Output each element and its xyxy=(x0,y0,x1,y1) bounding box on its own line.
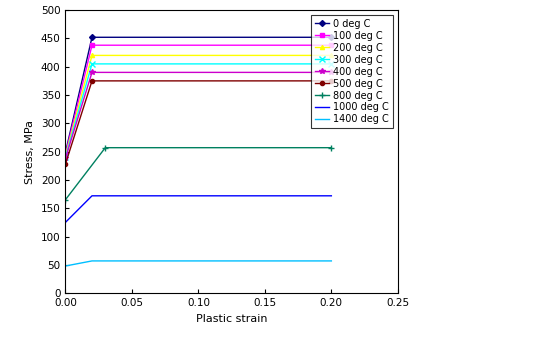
Line: 1400 deg C: 1400 deg C xyxy=(65,261,331,266)
300 deg C xyxy=(89,62,95,66)
500 deg C xyxy=(62,162,69,166)
800 deg C xyxy=(102,146,108,150)
Y-axis label: Stress, MPa: Stress, MPa xyxy=(25,120,35,184)
300 deg C xyxy=(62,155,69,159)
Line: 500 deg C: 500 deg C xyxy=(63,79,334,166)
400 deg C xyxy=(62,156,69,160)
0 deg C xyxy=(89,35,95,39)
100 deg C xyxy=(62,152,69,156)
400 deg C xyxy=(89,70,95,74)
400 deg C xyxy=(328,70,335,74)
Legend: 0 deg C, 100 deg C, 200 deg C, 300 deg C, 400 deg C, 500 deg C, 800 deg C, 1000 : 0 deg C, 100 deg C, 200 deg C, 300 deg C… xyxy=(311,15,393,128)
200 deg C xyxy=(89,53,95,57)
X-axis label: Plastic strain: Plastic strain xyxy=(196,314,268,324)
500 deg C xyxy=(328,79,335,83)
1000 deg C xyxy=(328,194,335,198)
1400 deg C xyxy=(89,259,95,263)
Line: 800 deg C: 800 deg C xyxy=(63,145,334,203)
100 deg C xyxy=(89,43,95,47)
1000 deg C xyxy=(89,194,95,198)
200 deg C xyxy=(62,154,69,158)
Line: 1000 deg C: 1000 deg C xyxy=(65,196,331,222)
1000 deg C xyxy=(62,220,69,224)
1400 deg C xyxy=(328,259,335,263)
100 deg C xyxy=(328,43,335,47)
800 deg C xyxy=(328,146,335,150)
Line: 100 deg C: 100 deg C xyxy=(63,43,334,157)
Line: 300 deg C: 300 deg C xyxy=(63,61,334,160)
300 deg C xyxy=(328,62,335,66)
Line: 400 deg C: 400 deg C xyxy=(63,70,334,161)
Line: 200 deg C: 200 deg C xyxy=(63,53,334,158)
500 deg C xyxy=(89,79,95,83)
0 deg C xyxy=(328,35,335,39)
800 deg C xyxy=(62,198,69,202)
Line: 0 deg C: 0 deg C xyxy=(63,35,334,155)
1400 deg C xyxy=(62,264,69,268)
0 deg C xyxy=(62,151,69,155)
200 deg C xyxy=(328,53,335,57)
